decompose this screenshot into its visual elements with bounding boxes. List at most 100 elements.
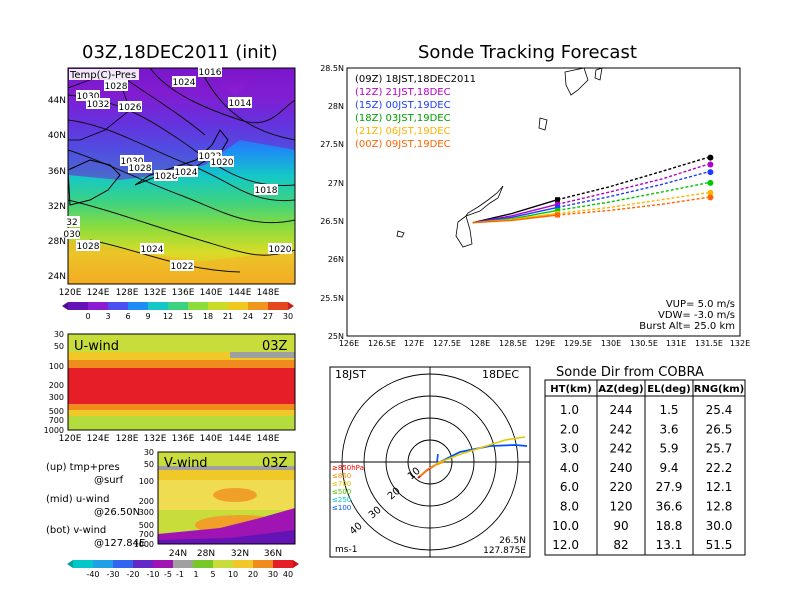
svg-text:1026: 1026	[119, 103, 142, 113]
svg-text:128E: 128E	[116, 288, 139, 298]
map-lon-ticks: 120E 124E 128E 132E 136E 140E 144E 148E	[59, 288, 280, 298]
svg-text:Burst Alt= 25.0 km: Burst Alt= 25.0 km	[639, 321, 735, 332]
svg-text:200: 200	[49, 381, 64, 390]
svg-text:≤700: ≤700	[332, 480, 351, 488]
svg-text:1030: 1030	[77, 92, 100, 102]
svg-text:≤250: ≤250	[332, 496, 351, 504]
svg-text:44N: 44N	[48, 96, 66, 106]
svg-text:1028: 1028	[129, 164, 152, 174]
svg-text:-30: -30	[106, 570, 119, 579]
track-line-dashed	[557, 192, 708, 215]
svg-text:-20: -20	[126, 570, 139, 579]
svg-text:18JST: 18JST	[335, 368, 366, 381]
table-cell: 12.8	[706, 500, 733, 514]
svg-text:27N: 27N	[328, 179, 344, 188]
panel-notes: (up) tmp+pres @surf (mid) u-wind @26.50N…	[46, 462, 145, 549]
track-series	[472, 154, 714, 224]
svg-text:AZ(deg): AZ(deg)	[598, 384, 643, 395]
table-cell: 22.2	[706, 461, 733, 475]
svg-text:28.5N: 28.5N	[320, 64, 344, 73]
svg-text:1028: 1028	[105, 82, 128, 92]
svg-text:30: 30	[54, 330, 64, 339]
table-cell: 220	[610, 480, 633, 494]
svg-text:@127.84E: @127.84E	[94, 538, 145, 549]
svg-text:15: 15	[183, 312, 193, 321]
svg-text:120E: 120E	[59, 434, 82, 444]
table-cell: 25.4	[706, 403, 733, 417]
v-wind-time: 03Z	[262, 456, 288, 471]
table-cell: 18.8	[656, 519, 683, 533]
svg-text:300: 300	[139, 508, 154, 517]
svg-text:132E: 132E	[144, 288, 167, 298]
svg-text:(bot) v-wind: (bot) v-wind	[46, 525, 106, 536]
svg-text:30: 30	[283, 312, 293, 321]
svg-text:≤850: ≤850	[332, 472, 351, 480]
svg-text:21: 21	[223, 312, 233, 321]
svg-text:20: 20	[248, 570, 258, 579]
track-line-dashed	[557, 196, 708, 216]
svg-text:26.5N: 26.5N	[499, 536, 526, 546]
svg-text:1000: 1000	[134, 540, 154, 549]
track-waypoint-marker	[555, 201, 561, 207]
svg-text:100: 100	[49, 362, 64, 371]
track-end-marker	[707, 179, 714, 186]
svg-text:500: 500	[139, 521, 154, 530]
svg-text:128.5E: 128.5E	[499, 339, 527, 348]
svg-text:1000: 1000	[44, 426, 64, 435]
table-cell: 30.0	[706, 519, 733, 533]
svg-text:40N: 40N	[48, 131, 66, 141]
svg-text:VDW= -3.0 m/s: VDW= -3.0 m/s	[658, 310, 735, 321]
svg-text:24: 24	[243, 312, 253, 321]
table-title: Sonde Dir from COBRA	[556, 365, 704, 380]
svg-text:9: 9	[145, 312, 150, 321]
svg-text:24N: 24N	[48, 272, 66, 282]
svg-text:ms-1: ms-1	[335, 545, 357, 555]
svg-text:40: 40	[283, 570, 293, 579]
svg-text:700: 700	[49, 416, 64, 425]
svg-text:27.5N: 27.5N	[320, 140, 344, 149]
table-cell: 4.0	[560, 461, 579, 475]
svg-text:127.875E: 127.875E	[483, 546, 526, 556]
track-end-marker	[707, 189, 714, 196]
track-line-dashed	[557, 156, 708, 201]
svg-text:131.5E: 131.5E	[695, 339, 723, 348]
svg-text:10: 10	[228, 570, 238, 579]
svg-text:27: 27	[263, 312, 273, 321]
u-wind-time: 03Z	[262, 339, 288, 354]
svg-text:50: 50	[144, 460, 154, 469]
svg-text:(mid) u-wind: (mid) u-wind	[46, 494, 109, 505]
track-line-dashed	[557, 163, 708, 205]
svg-text:500: 500	[49, 407, 64, 416]
svg-text:1: 1	[193, 570, 198, 579]
svg-text:28N: 28N	[328, 102, 344, 111]
table-cell: 244	[610, 403, 633, 417]
table-cell: 12.0	[552, 538, 579, 552]
track-line-dashed	[557, 171, 708, 209]
tracking-panel: (09Z) 18JST,18DEC2011 (12Z) 21JST,18DEC …	[320, 64, 750, 348]
svg-text:124E: 124E	[87, 288, 110, 298]
track-waypoint-marker	[555, 197, 561, 203]
svg-text:144E: 144E	[229, 288, 252, 298]
svg-text:1014: 1014	[229, 99, 252, 109]
svg-text:-10: -10	[146, 570, 159, 579]
svg-text:50: 50	[54, 342, 64, 351]
table-cell: 13.1	[656, 538, 683, 552]
table-cell: 10.0	[552, 519, 579, 533]
svg-text:3: 3	[105, 312, 110, 321]
svg-text:-5: -5	[164, 570, 172, 579]
init-time-title: 03Z,18DEC2011 (init)	[82, 42, 278, 63]
svg-text:129E: 129E	[535, 339, 555, 348]
table-cell: 82	[613, 538, 628, 552]
svg-text:130.5E: 130.5E	[630, 339, 658, 348]
svg-text:1020: 1020	[269, 245, 292, 255]
table-cell: 242	[610, 422, 633, 436]
svg-text:(up) tmp+pres: (up) tmp+pres	[46, 462, 120, 473]
table-cell: 12.1	[706, 480, 733, 494]
v-wind-panel: V-wind 03Z 30 50 100 200 300 500 700 100…	[67, 448, 299, 579]
svg-text:-40: -40	[86, 570, 99, 579]
svg-text:≤500: ≤500	[332, 488, 351, 496]
track-end-marker	[707, 169, 714, 176]
svg-text:32N: 32N	[231, 549, 249, 559]
svg-text:131E: 131E	[666, 339, 686, 348]
svg-text:(15Z) 00JST,19DEC: (15Z) 00JST,19DEC	[355, 100, 451, 111]
